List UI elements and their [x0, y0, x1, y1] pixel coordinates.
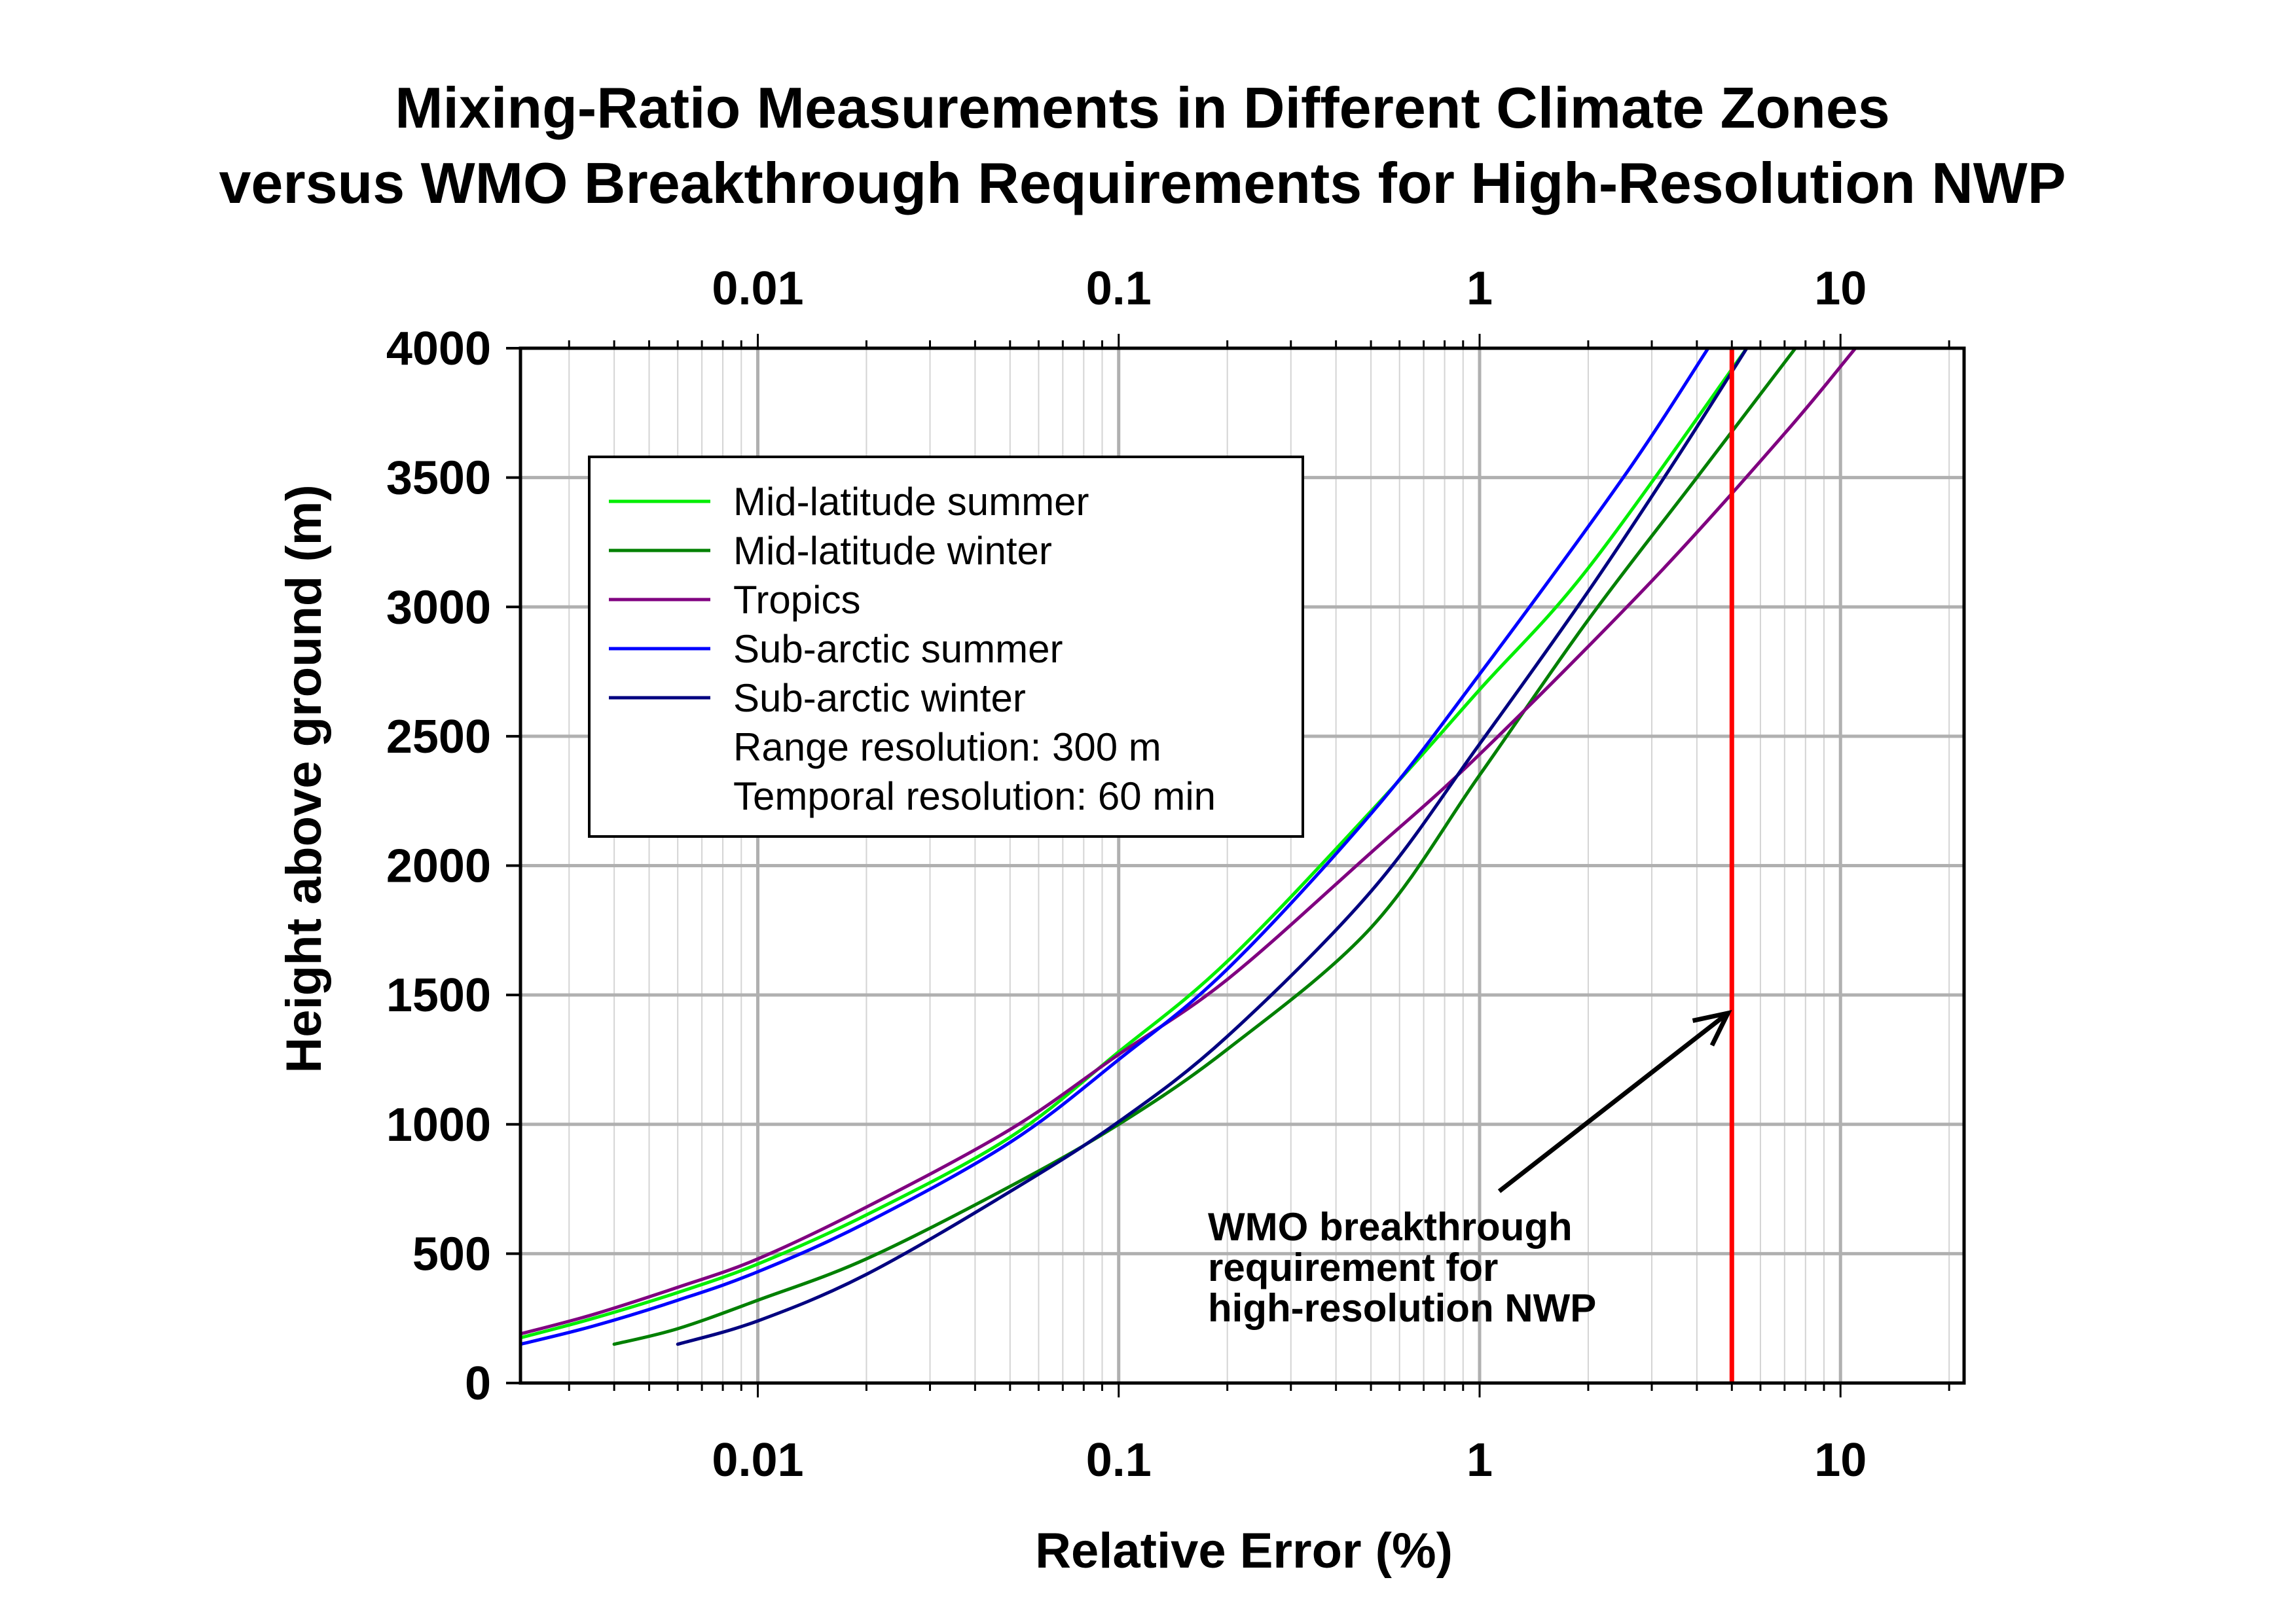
legend: Mid-latitude summer Mid-latitude winter Tr…	[588, 456, 1304, 838]
axes: 0 500 1000 1500 2000 2500 3000 3500 4000 0.01 0.01…	[386, 262, 1950, 1486]
legend-note: Temporal resolution: 60 min	[733, 774, 1216, 818]
x-tick-label-top: 0.1	[1086, 262, 1152, 315]
annotation-arrow-head	[1692, 1009, 1732, 1047]
legend-note: Range resolution: 300 m	[733, 725, 1161, 769]
annotation-arrow-shaft	[1497, 1011, 1730, 1193]
series-group	[519, 346, 1857, 1346]
x-tick-label-bottom: 0.1	[1086, 1434, 1152, 1486]
x-tick-label-bottom: 10	[1814, 1434, 1867, 1486]
x-tick-label-top: 1	[1467, 262, 1493, 315]
chart-subtitle: versus WMO Breakthrough Requirements for…	[219, 151, 2066, 215]
y-tick-label: 3000	[386, 581, 491, 634]
y-axis-label: Height above ground (m)	[276, 484, 332, 1073]
y-tick-label: 1000	[386, 1099, 491, 1151]
y-tick-label: 0	[465, 1357, 491, 1410]
legend-label-tropics: Tropics	[733, 578, 860, 622]
x-tick-label-bottom: 1	[1467, 1434, 1493, 1486]
legend-box	[588, 456, 1304, 838]
chart-title: Mixing-Ratio Measurements in Different C…	[395, 75, 1890, 140]
legend-label-mid-latitude-summer: Mid-latitude summer	[733, 480, 1089, 524]
y-tick-label: 2000	[386, 840, 491, 893]
series-line-tropics	[519, 346, 1857, 1336]
y-tick-label: 3500	[386, 452, 491, 505]
y-tick-label: 1500	[386, 969, 491, 1022]
series-line-sub-arctic-winter	[676, 346, 1749, 1346]
annotation-text-line: high-resolution NWP	[1208, 1286, 1596, 1330]
series-line-mid-latitude-winter	[612, 346, 1797, 1346]
y-tick-label: 500	[412, 1228, 491, 1280]
legend-label-sub-arctic-winter: Sub-arctic winter	[733, 676, 1026, 720]
y-tick-label: 2500	[386, 711, 491, 763]
annotation-text-line: requirement for	[1208, 1246, 1498, 1289]
series-line-sub-arctic-summer	[519, 346, 1710, 1346]
legend-label-mid-latitude-winter: Mid-latitude winter	[733, 529, 1052, 573]
x-tick-label-top: 10	[1814, 262, 1867, 315]
annotation-text-line: WMO breakthrough	[1208, 1205, 1573, 1249]
x-tick-label-top: 0.01	[712, 262, 803, 315]
x-tick-label-bottom: 0.01	[712, 1434, 803, 1486]
legend-label-sub-arctic-summer: Sub-arctic summer	[733, 627, 1063, 671]
series-line-mid-latitude-summer	[519, 346, 1749, 1340]
x-axis-label: Relative Error (%)	[1035, 1523, 1453, 1579]
y-tick-label: 4000	[386, 323, 491, 375]
